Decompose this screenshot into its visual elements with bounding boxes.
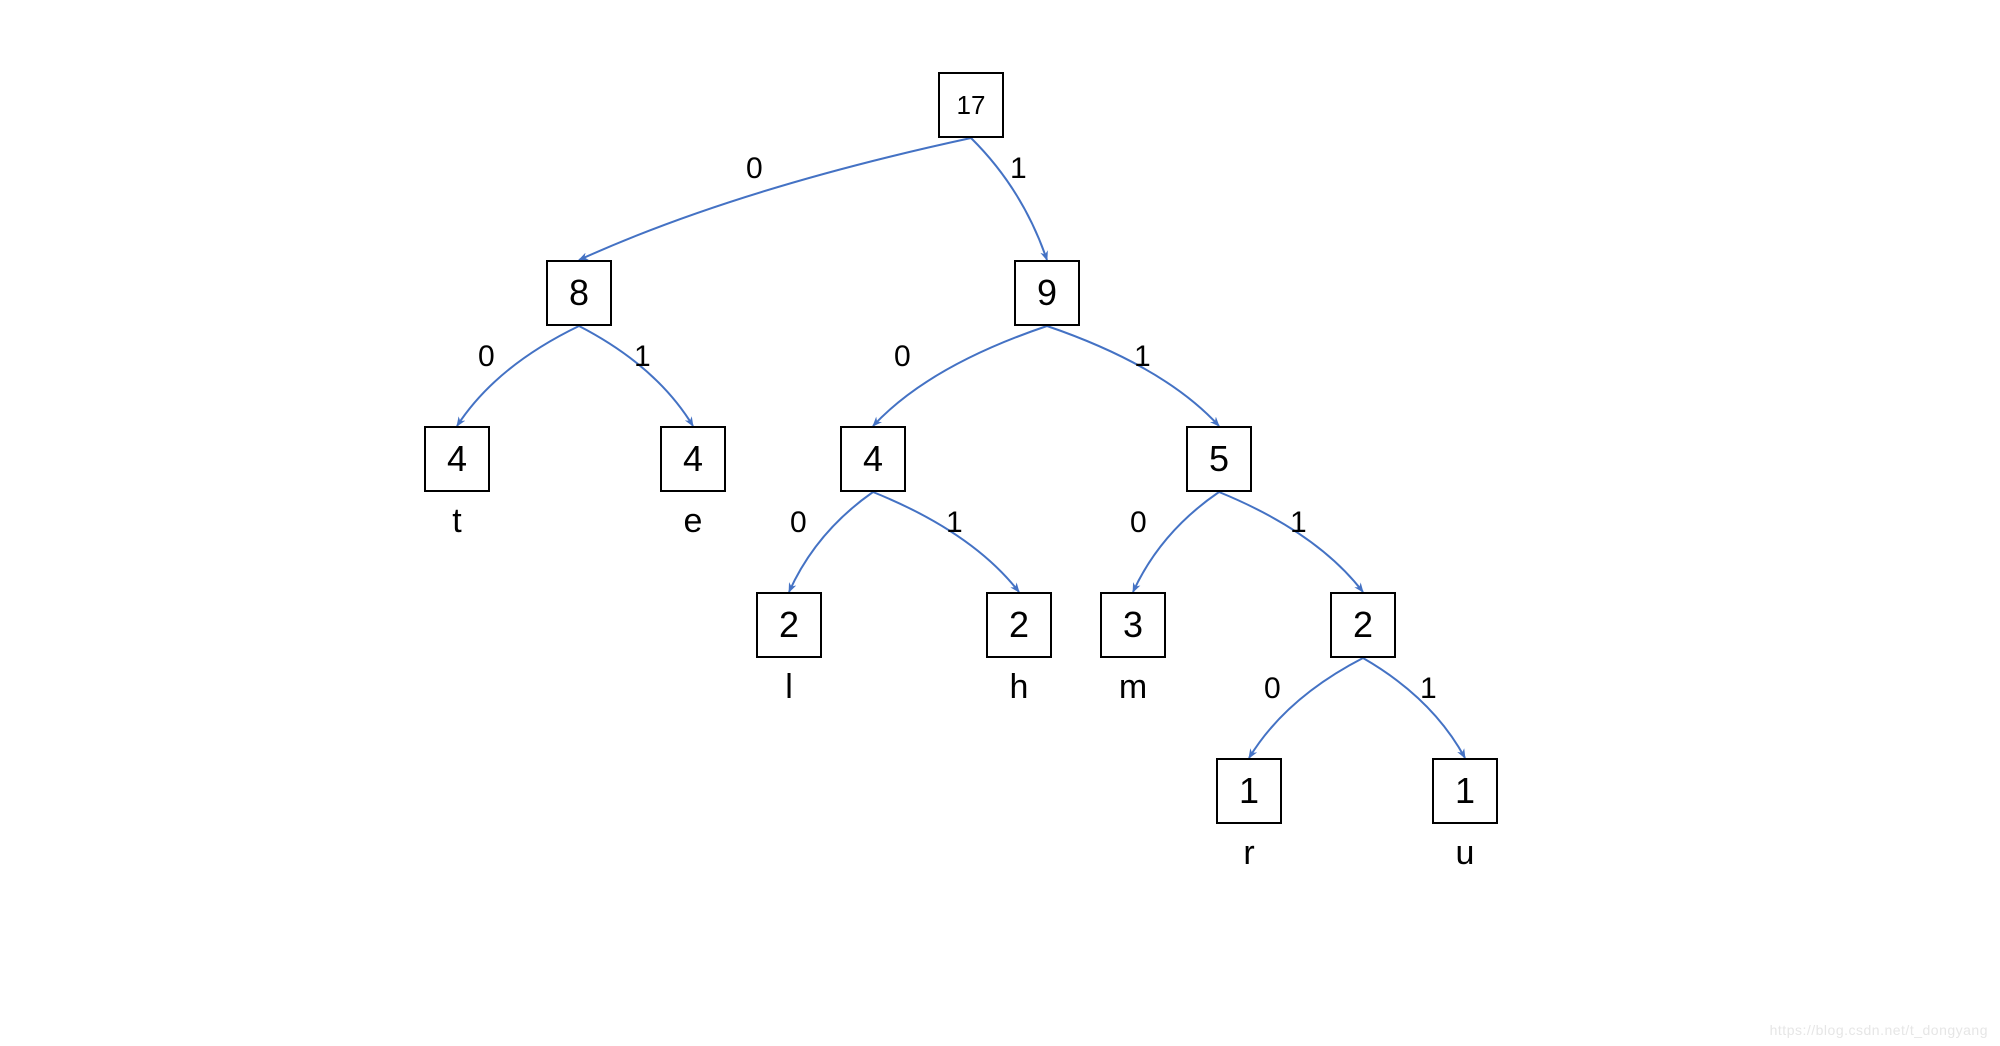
node-value: 1: [1455, 770, 1475, 812]
tree-node: 3: [1100, 592, 1166, 658]
leaf-label: t: [424, 502, 490, 541]
tree-node: 4: [840, 426, 906, 492]
edge-label: 0: [1130, 506, 1147, 540]
edge-label: 0: [894, 340, 911, 374]
edge-label: 1: [634, 340, 651, 374]
edge-label: 1: [1010, 152, 1027, 186]
watermark: https://blog.csdn.net/t_dongyang: [1770, 1022, 1988, 1038]
tree-edges: [0, 0, 2000, 1046]
edge-label: 1: [1134, 340, 1151, 374]
tree-node: 8: [546, 260, 612, 326]
leaf-label: l: [756, 668, 822, 707]
node-value: 9: [1037, 272, 1057, 314]
tree-node: 17: [938, 72, 1004, 138]
edge-label: 1: [1420, 672, 1437, 706]
tree-node: 2: [1330, 592, 1396, 658]
node-value: 17: [957, 90, 986, 121]
leaf-label: r: [1216, 834, 1282, 873]
tree-node: 5: [1186, 426, 1252, 492]
tree-edge: [1363, 658, 1465, 758]
tree-node: 4: [660, 426, 726, 492]
node-value: 8: [569, 272, 589, 314]
node-value: 1: [1239, 770, 1259, 812]
tree-edge: [1047, 326, 1219, 426]
leaf-label: m: [1100, 668, 1166, 707]
node-value: 5: [1209, 438, 1229, 480]
node-value: 2: [1353, 604, 1373, 646]
leaf-label: u: [1432, 834, 1498, 873]
node-value: 4: [447, 438, 467, 480]
leaf-label: h: [986, 668, 1052, 707]
tree-node: 9: [1014, 260, 1080, 326]
tree-node: 2: [756, 592, 822, 658]
node-value: 2: [779, 604, 799, 646]
node-value: 2: [1009, 604, 1029, 646]
leaf-label: e: [660, 502, 726, 541]
edge-label: 0: [790, 506, 807, 540]
edge-label: 0: [746, 152, 763, 186]
edge-label: 0: [478, 340, 495, 374]
tree-edge: [457, 326, 579, 426]
tree-node: 1: [1432, 758, 1498, 824]
tree-node: 1: [1216, 758, 1282, 824]
edge-label: 1: [946, 506, 963, 540]
tree-node: 4: [424, 426, 490, 492]
tree-edge: [579, 138, 971, 260]
node-value: 4: [863, 438, 883, 480]
tree-node: 2: [986, 592, 1052, 658]
node-value: 4: [683, 438, 703, 480]
edge-label: 0: [1264, 672, 1281, 706]
edge-label: 1: [1290, 506, 1307, 540]
node-value: 3: [1123, 604, 1143, 646]
tree-edge: [971, 138, 1047, 260]
